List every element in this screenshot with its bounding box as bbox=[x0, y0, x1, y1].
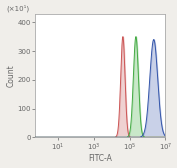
X-axis label: FITC-A: FITC-A bbox=[88, 154, 112, 163]
Y-axis label: Count: Count bbox=[7, 64, 16, 87]
Text: (×10¹): (×10¹) bbox=[6, 5, 30, 12]
